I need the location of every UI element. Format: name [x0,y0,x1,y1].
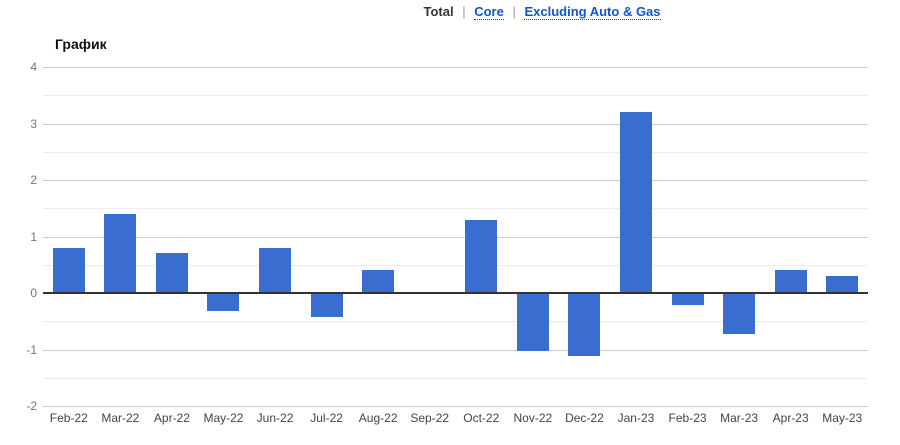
bar-may-23[interactable] [826,276,859,293]
gridline-minor [43,95,868,97]
bar-may-22[interactable] [207,294,240,311]
tab-separator: | [512,4,516,19]
y-axis-tick-label: 1 [30,229,37,244]
x-axis-tick-label: Feb-22 [49,411,88,425]
x-axis-tick-label: Jan-23 [617,411,655,425]
bar-mar-22[interactable] [104,213,137,293]
gridline-major [43,123,868,125]
x-axis-tick-label: May-23 [822,411,863,425]
x-axis-tick-label: Mar-22 [101,411,140,425]
gridline-minor [43,208,868,210]
x-axis-tick-label: Apr-23 [772,411,809,425]
x-axis-tick-label: Nov-22 [513,411,553,425]
x-axis-tick-label: Jun-22 [256,411,294,425]
x-axis-tick-label: Oct-22 [463,411,500,425]
tab-core[interactable]: Core [474,4,504,20]
y-axis-tick-label: 3 [30,116,37,131]
bar-jul-22[interactable] [310,294,343,317]
gridline-major [43,180,868,181]
y-axis-tick-label: 2 [30,173,37,187]
y-axis-tick-label: 0 [30,286,37,300]
view-tabs: Total | Core | Excluding Auto & Gas [0,4,900,20]
tab-excluding-auto-gas[interactable]: Excluding Auto & Gas [524,4,661,20]
gridline-major [43,349,868,351]
bar-nov-22[interactable] [516,294,549,351]
tab-separator: | [462,4,466,19]
x-axis-tick-label: Sep-22 [410,411,450,425]
chart-title: График [55,36,107,52]
gridline-minor [43,377,868,379]
tab-total: Total [423,4,454,19]
x-axis-tick-label: Feb-23 [668,411,707,425]
plot-area [43,67,868,407]
gridline-major [43,67,868,68]
gridline-major [43,406,868,407]
y-axis: 4 3 2 1 0 -1 -2 [0,60,37,413]
x-axis-tick-label: Jul-22 [310,411,343,425]
y-axis-tick-label: -1 [26,342,37,357]
x-axis: Feb-22 Mar-22 Apr-22 May-22 Jun-22 Jul-22 Aug-… [43,411,868,429]
x-axis-tick-label: Dec-22 [565,411,604,425]
bar-feb-22[interactable] [52,247,85,293]
x-axis-tick-label: May-22 [203,411,244,425]
bar-jan-23[interactable] [619,112,652,293]
x-axis-tick-label: Mar-23 [720,411,759,425]
gridline-minor [43,151,868,153]
y-axis-tick-label: -2 [26,399,37,413]
bar-aug-22[interactable] [362,270,395,293]
bar-apr-23[interactable] [774,270,807,293]
bar-apr-22[interactable] [155,253,188,293]
y-axis-tick-label: 4 [30,60,37,74]
bar-oct-22[interactable] [465,219,498,293]
zero-axis-line [43,292,868,294]
x-axis-tick-label: Apr-22 [153,411,190,425]
bar-feb-23[interactable] [671,294,704,306]
bar-mar-23[interactable] [723,294,756,334]
gridline-major [43,236,868,238]
x-axis-tick-label: Aug-22 [358,411,398,425]
bar-dec-22[interactable] [568,294,601,357]
bar-jun-22[interactable] [259,247,292,293]
